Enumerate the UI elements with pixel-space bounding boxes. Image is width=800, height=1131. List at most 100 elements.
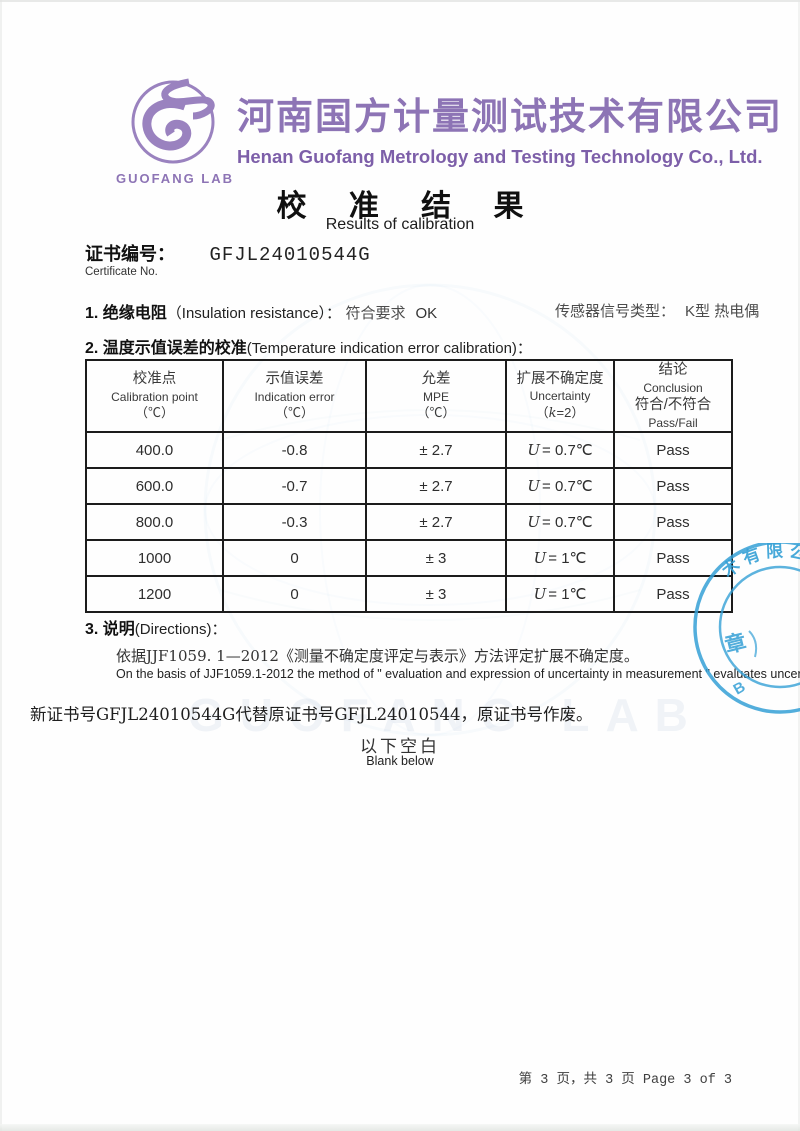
certificate-number: GFJL24010544G — [209, 244, 371, 266]
page-edge-top — [0, 0, 800, 2]
calibration-point-cell: 400.0 — [85, 431, 224, 470]
u-symbol: U — [533, 585, 547, 604]
conclusion-cell: Pass — [613, 539, 733, 578]
u-value: = 1℃ — [548, 550, 587, 568]
certificate-label-en: Certificate No. — [85, 266, 158, 278]
uncertainty-cell: U = 0.7℃ — [505, 467, 615, 506]
calibration-heading-cn: 2. 温度示值误差的校准 — [85, 340, 247, 357]
indication-error-cell: 0 — [222, 575, 367, 614]
header-unit: （℃） — [416, 405, 456, 421]
header-unit: （k=2） — [507, 405, 613, 423]
u-symbol: U — [533, 549, 547, 568]
u-value: = 0.7℃ — [542, 478, 593, 496]
k-symbol: k — [548, 405, 557, 421]
header-cn: 校准点 — [132, 371, 177, 388]
calibration-heading-en: (Temperature indication error calibratio… — [246, 340, 532, 357]
table-row: 1200 0 ± 3 U = 1℃ Pass — [85, 575, 733, 614]
uncertainty-cell: U = 1℃ — [505, 575, 615, 614]
sensor-type: 传感器信号类型： K型 热电偶 — [555, 300, 759, 321]
uncertainty-cell: U = 0.7℃ — [505, 503, 615, 542]
u-symbol: U — [527, 513, 541, 532]
blank-below-cn: 以下空白 — [360, 737, 440, 757]
calibration-results-table: 校准点 Calibration point （℃） 示值误差 Indicatio… — [85, 358, 733, 614]
insulation-label-en: （Insulation resistance）： — [166, 305, 342, 322]
calibration-point-cell: 600.0 — [85, 467, 224, 506]
guofang-logo-icon — [131, 78, 215, 164]
directions-heading-cn: 3. 说明 — [85, 621, 135, 638]
mpe-cell: ± 3 — [365, 575, 507, 614]
header-cn: 结论 — [658, 362, 688, 378]
indication-error-cell: -0.3 — [222, 503, 367, 542]
header-uncertainty: 扩展不确定度 Uncertainty （k=2） — [505, 358, 615, 434]
insulation-label-cn: 1. 绝缘电阻 — [85, 305, 167, 322]
mpe-cell: ± 2.7 — [365, 503, 507, 542]
certificate-label-cn: 证书编号： — [85, 244, 175, 264]
header-cn2: 符合/不符合 — [634, 397, 712, 414]
directions-heading-en: (Directions)： — [134, 621, 227, 638]
calibration-point-cell: 800.0 — [85, 503, 224, 542]
conclusion-cell: Pass — [613, 467, 733, 506]
conclusion-cell: Pass — [613, 431, 733, 470]
directions-heading: 3. 说明(Directions)： — [85, 615, 226, 639]
header-cn: 示值误差 — [265, 371, 324, 388]
u-value: = 0.7℃ — [542, 442, 593, 460]
mpe-cell: ± 2.7 — [365, 467, 507, 506]
page-edge-left — [0, 0, 2, 1131]
header-conclusion: 结论 Conclusion 符合/不符合 Pass/Fail — [613, 358, 733, 434]
header-en: Calibration point — [111, 389, 198, 404]
calibration-section-heading: 2. 温度示值误差的校准(Temperature indication erro… — [85, 334, 532, 358]
table-header-row: 校准点 Calibration point （℃） 示值误差 Indicatio… — [85, 358, 733, 434]
calibration-point-cell: 1200 — [85, 575, 224, 614]
directions-note-en: On the basis of JJF1059.1-2012 the metho… — [116, 667, 800, 681]
conclusion-cell: Pass — [613, 503, 733, 542]
certificate-number-row: 证书编号： GFJL24010544G — [85, 240, 371, 266]
header-unit: （℃） — [134, 405, 174, 421]
mpe-cell: ± 2.7 — [365, 431, 507, 470]
doc-title-en: Results of calibration — [325, 216, 475, 233]
header-cn: 允差 — [421, 371, 451, 388]
logo-label: GUOFANG LAB — [115, 171, 235, 186]
table-row: 600.0 -0.7 ± 2.7 U = 0.7℃ Pass — [85, 467, 733, 506]
conclusion-cell: Pass — [613, 575, 733, 614]
insulation-resistance-row: 1. 绝缘电阻（Insulation resistance）： 符合要求 OK 传… — [85, 299, 759, 323]
indication-error-cell: -0.8 — [222, 431, 367, 470]
unit-close: =2） — [556, 404, 585, 420]
u-value: = 1℃ — [548, 586, 587, 604]
blank-below-en: Blank below — [366, 754, 434, 768]
company-name-cn: 河南国方计量测试技术有限公司 — [237, 96, 783, 137]
directions-note-cn: 依据JJF1059. 1—2012《测量不确定度评定与表示》方法评定扩展不确定度… — [116, 647, 639, 665]
header-calibration-point: 校准点 Calibration point （℃） — [85, 358, 224, 434]
u-value: = 0.7℃ — [542, 514, 593, 532]
company-logo: GUOFANG LAB — [110, 76, 240, 186]
uncertainty-cell: U = 0.7℃ — [505, 431, 615, 470]
table-row: 800.0 -0.3 ± 2.7 U = 0.7℃ Pass — [85, 503, 733, 542]
company-header: 河南国方计量测试技术有限公司 Henan Guofang Metrology a… — [237, 86, 783, 168]
mpe-cell: ± 3 — [365, 539, 507, 578]
header-indication-error: 示值误差 Indication error （℃） — [222, 358, 367, 434]
seal-inner-text: 章 — [722, 629, 748, 657]
replacement-note: 新证书号GFJL24010544G代替原证书号GFJL24010544，原证书号… — [30, 705, 593, 724]
sensor-type-value: K型 热电偶 — [685, 303, 760, 320]
insulation-result-cn: 符合要求 — [345, 305, 406, 322]
header-cn: 扩展不确定度 — [516, 370, 604, 387]
doc-title-cn: 校 准 结 果 — [276, 190, 541, 223]
header-en: Uncertainty — [529, 389, 591, 404]
indication-error-cell: -0.7 — [222, 467, 367, 506]
header-mpe: 允差 MPE （℃） — [365, 358, 507, 434]
header-en2: Pass/Fail — [648, 415, 698, 430]
page-number-footer: 第 3 页，共 3 页 Page 3 of 3 — [518, 1073, 732, 1088]
seal-bottom-text: B — [731, 678, 749, 698]
header-unit: （℃） — [274, 405, 314, 421]
insulation-result-ok: OK — [415, 305, 438, 322]
table-row: 400.0 -0.8 ± 2.7 U = 0.7℃ Pass — [85, 431, 733, 470]
u-symbol: U — [527, 477, 541, 496]
header-en: MPE — [422, 389, 449, 404]
header-en: Conclusion — [643, 380, 703, 395]
unit-open: （ — [535, 404, 549, 420]
u-symbol: U — [527, 441, 541, 460]
company-name-en: Henan Guofang Metrology and Testing Tech… — [237, 146, 763, 167]
uncertainty-cell: U = 1℃ — [505, 539, 615, 578]
header-en: Indication error — [254, 389, 335, 404]
page-edge-bottom — [0, 1124, 800, 1131]
